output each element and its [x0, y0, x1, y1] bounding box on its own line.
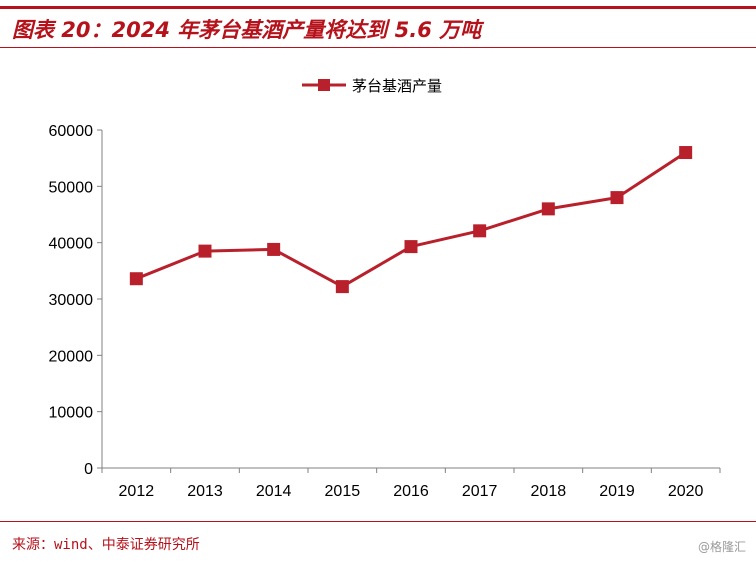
y-tick-label: 10000 [49, 405, 94, 422]
top-rule [0, 6, 756, 9]
x-tick-label: 2015 [325, 483, 361, 500]
x-tick-label: 2020 [668, 483, 704, 500]
title-rule [0, 47, 756, 48]
y-tick-label: 50000 [49, 179, 94, 196]
legend: 茅台基酒产量 [302, 77, 442, 95]
x-tick-label: 2019 [599, 483, 635, 500]
x-tick-label: 2013 [187, 483, 223, 500]
data-point [404, 240, 418, 254]
data-point [335, 280, 349, 294]
x-tick-label: 2014 [256, 483, 292, 500]
series-group [129, 146, 693, 294]
chart-title: 图表 20：2024 年茅台基酒产量将达到 5.6 万吨 [12, 18, 482, 42]
x-tick-label: 2017 [462, 483, 498, 500]
y-axis: 0 10000 20000 30000 40000 50000 60000 [49, 123, 103, 478]
x-tick-label: 2018 [531, 483, 567, 500]
y-tick-label: 40000 [49, 236, 94, 253]
y-tick-label: 30000 [49, 292, 94, 309]
data-point [541, 202, 555, 216]
series-line [135, 151, 687, 289]
x-tick-label: 2012 [119, 483, 155, 500]
x-axis: 2012 2013 2014 2015 2016 2017 2018 2019 2020 [101, 467, 721, 500]
y-tick-label: 60000 [49, 123, 94, 140]
watermark: @格隆汇 [697, 540, 746, 554]
y-tick-label: 0 [84, 461, 93, 478]
y-tick-label: 20000 [49, 348, 94, 365]
line-chart: 茅台基酒产量 0 10000 20000 30000 40000 50000 60000 2… [49, 77, 721, 500]
data-point [198, 244, 212, 258]
x-tick-label: 2016 [393, 483, 429, 500]
data-point [610, 191, 624, 205]
data-point [473, 224, 487, 238]
source-note: 来源：wind、中泰证券研究所 [12, 537, 200, 553]
legend-marker [318, 79, 330, 91]
data-point [267, 242, 281, 256]
data-point [129, 272, 143, 286]
legend-label: 茅台基酒产量 [352, 77, 442, 95]
data-point [679, 146, 693, 160]
source-rule [0, 521, 756, 522]
